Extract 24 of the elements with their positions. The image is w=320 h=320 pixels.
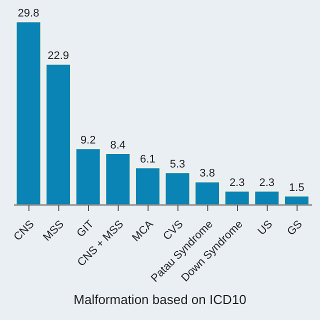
- bar: [194, 180, 221, 205]
- x-tick-label: GIT: [74, 218, 96, 240]
- data-label: 9.2: [80, 134, 96, 146]
- data-label: 3.8: [200, 168, 215, 180]
- data-label: 2.3: [259, 176, 275, 189]
- bar: [74, 148, 102, 205]
- bar: [45, 63, 72, 205]
- x-axis-title: Malformation based on ICD10: [72, 292, 248, 307]
- bar: [224, 190, 250, 205]
- data-label: 29.8: [18, 8, 40, 20]
- bar: [164, 172, 191, 205]
- bar: [283, 195, 310, 205]
- bar: [254, 190, 280, 205]
- data-label: 2.3: [229, 176, 245, 189]
- data-label: 22.9: [48, 50, 70, 62]
- x-tick-label: US: [256, 218, 276, 238]
- bar: [134, 166, 161, 205]
- data-label: 8.4: [110, 139, 126, 152]
- data-label: 6.1: [140, 153, 156, 166]
- x-tick-label: GS: [285, 218, 305, 238]
- bar: [104, 152, 132, 205]
- data-label: 1.5: [289, 182, 304, 194]
- bar: [15, 20, 42, 205]
- data-label: 5.3: [170, 158, 186, 170]
